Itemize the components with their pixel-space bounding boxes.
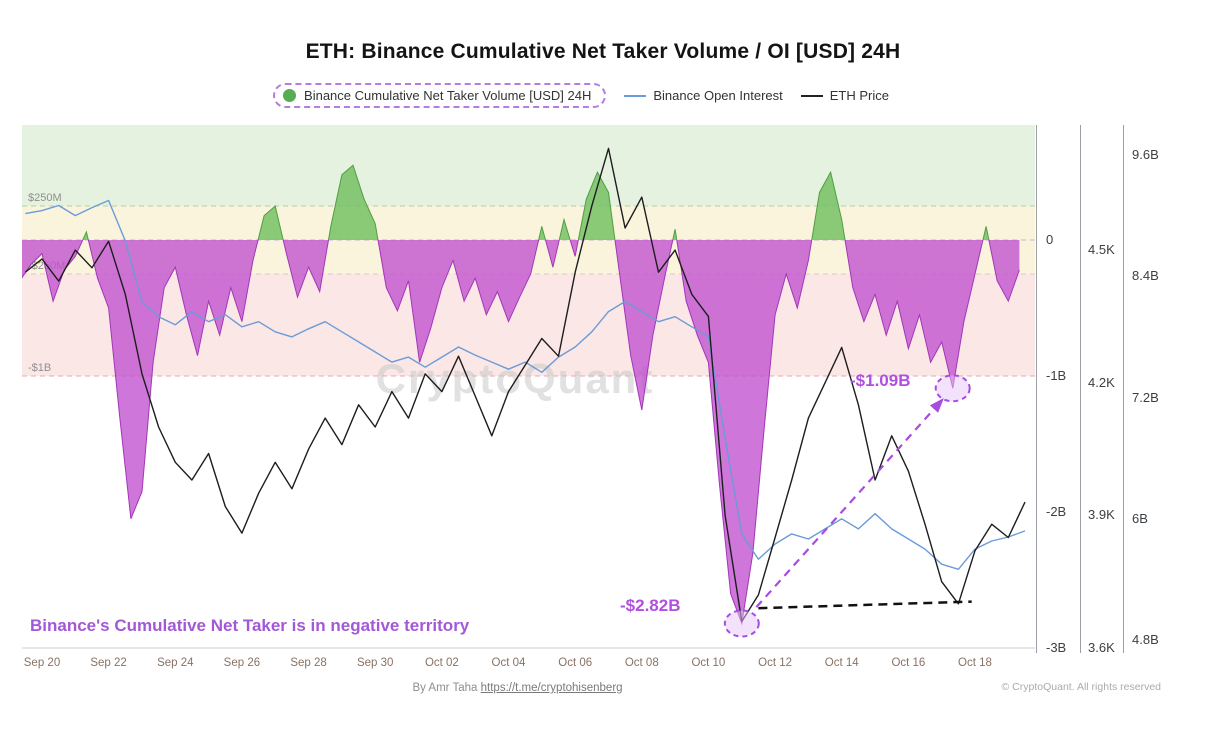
x-axis-label: Oct 04 bbox=[492, 657, 526, 669]
axis-tick-ntv: 0 bbox=[1046, 232, 1054, 247]
axis-tick-oi: 9.6B bbox=[1132, 147, 1159, 162]
x-axis-label: Oct 08 bbox=[625, 657, 659, 669]
telegram-link[interactable]: https://t.me/cryptohisenberg bbox=[480, 682, 623, 694]
arrowhead-icon bbox=[929, 397, 944, 413]
axis-tick-ntv: -3B bbox=[1046, 640, 1067, 655]
attribution: By Amr Taha https://t.me/cryptohisenberg bbox=[0, 682, 1035, 694]
axis-tick-ntv: -2B bbox=[1046, 504, 1067, 519]
axis-tick-price: 4.2K bbox=[1088, 375, 1115, 390]
copyright: © CryptoQuant. All rights reserved bbox=[1001, 681, 1161, 693]
axis-tick-price: 4.5K bbox=[1088, 242, 1115, 257]
axis-separator-2 bbox=[1080, 125, 1081, 653]
inplot-axis-label: -$1B bbox=[28, 362, 51, 374]
axis-tick-price: 3.9K bbox=[1088, 507, 1115, 522]
page-title: ETH: Binance Cumulative Net Taker Volume… bbox=[305, 40, 901, 63]
axis-eth-price: 4.5K 4.2K 3.9K 3.6K bbox=[1088, 0, 1128, 737]
annotation-recent-label: -$1.09B bbox=[850, 371, 911, 390]
x-axis-label: Oct 18 bbox=[958, 657, 992, 669]
x-axis-label: Sep 28 bbox=[290, 657, 326, 669]
legend-item-net-taker[interactable]: Binance Cumulative Net Taker Volume [USD… bbox=[273, 83, 607, 108]
axis-net-taker-volume: 0 -1B -2B -3B bbox=[1046, 0, 1086, 737]
support-trendline bbox=[758, 600, 972, 610]
net-taker-area-negative bbox=[22, 240, 1020, 624]
legend-item-open-interest[interactable]: Binance Open Interest bbox=[624, 88, 783, 103]
x-axis-label: Sep 24 bbox=[157, 657, 194, 669]
chart-note: Binance's Cumulative Net Taker is in neg… bbox=[30, 616, 470, 635]
x-axis-label: Oct 06 bbox=[558, 657, 592, 669]
axis-tick-oi: 7.2B bbox=[1132, 390, 1159, 405]
highlight-circle bbox=[934, 374, 971, 403]
legend: Binance Cumulative Net Taker Volume [USD… bbox=[0, 83, 1162, 108]
x-axis-label: Sep 30 bbox=[357, 657, 393, 669]
black-line-icon bbox=[800, 94, 823, 97]
axis-tick-price: 3.6K bbox=[1088, 640, 1115, 655]
x-axis-label: Oct 16 bbox=[891, 657, 925, 669]
axis-separator-1 bbox=[1036, 125, 1037, 653]
axis-open-interest: 9.6B 8.4B 7.2B 6B 4.8B bbox=[1132, 0, 1172, 737]
net-taker-area-positive bbox=[22, 165, 1020, 241]
annotation-low-label: -$2.82B bbox=[620, 596, 681, 615]
axis-separator-3 bbox=[1123, 125, 1124, 653]
axis-tick-oi: 4.8B bbox=[1132, 632, 1159, 647]
eth-price-line bbox=[24, 147, 1026, 623]
x-axis-label: Sep 26 bbox=[224, 657, 260, 669]
axis-tick-oi: 6B bbox=[1132, 511, 1148, 526]
axis-tick-ntv: -1B bbox=[1046, 368, 1067, 383]
cryptoquant-watermark: CryptoQuant bbox=[376, 355, 655, 402]
x-axis-label: Sep 22 bbox=[90, 657, 126, 669]
projection-arrow-line bbox=[755, 406, 937, 608]
blue-line-icon bbox=[624, 94, 647, 97]
byline-text: By Amr Taha bbox=[412, 682, 478, 694]
x-axis-label: Oct 12 bbox=[758, 657, 792, 669]
x-axis-label: Oct 10 bbox=[691, 657, 725, 669]
legend-label-eth-price: ETH Price bbox=[829, 88, 889, 103]
background-band bbox=[22, 125, 1035, 206]
x-axis-label: Oct 02 bbox=[425, 657, 459, 669]
open-interest-line bbox=[25, 199, 1026, 570]
green-dot-icon bbox=[283, 89, 297, 102]
x-axis-label: Oct 14 bbox=[825, 657, 859, 669]
legend-item-eth-price[interactable]: ETH Price bbox=[800, 88, 889, 103]
net-taker-outline-negative bbox=[22, 240, 1020, 626]
legend-label-net-taker: Binance Cumulative Net Taker Volume [USD… bbox=[304, 88, 592, 103]
axis-tick-oi: 8.4B bbox=[1132, 268, 1159, 283]
highlight-circle bbox=[723, 609, 760, 638]
legend-label-open-interest: Binance Open Interest bbox=[653, 88, 783, 103]
x-axis-label: Sep 20 bbox=[24, 657, 60, 669]
inplot-axis-label: $250M bbox=[28, 192, 62, 204]
